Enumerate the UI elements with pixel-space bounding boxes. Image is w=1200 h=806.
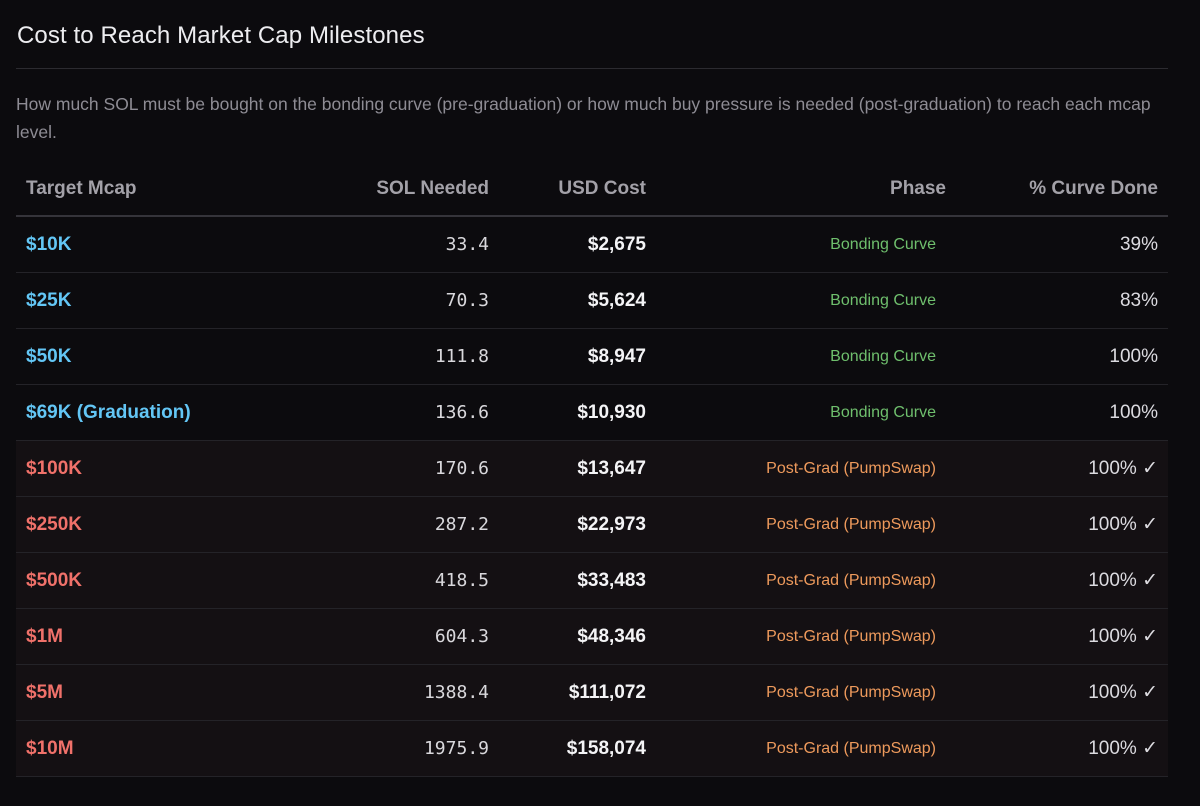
sol-needed-cell: 111.8: [306, 328, 499, 385]
curve-done-cell: 100% ✓: [956, 664, 1168, 721]
curve-done-cell: 100% ✓: [956, 720, 1168, 777]
page-description: How much SOL must be bought on the bondi…: [16, 94, 1151, 142]
sol-needed-cell: 1388.4: [306, 664, 499, 721]
phase-cell: Bonding Curve: [656, 216, 956, 273]
curve-done-cell: 83%: [956, 272, 1168, 329]
usd-cost-cell: $2,675: [499, 216, 656, 273]
curve-done-cell: 100% ✓: [956, 608, 1168, 665]
table-row: $25K 70.3 $5,624 Bonding Curve 83%: [16, 272, 1168, 329]
curve-done-cell: 39%: [956, 216, 1168, 273]
table-body: $10K 33.4 $2,675 Bonding Curve 39% $25K 70.3 $5…: [16, 216, 1168, 777]
curve-done-cell: 100% ✓: [956, 552, 1168, 609]
curve-done-cell: 100%: [956, 384, 1168, 441]
usd-cost-cell: $13,647: [499, 440, 656, 497]
sol-needed-cell: 136.6: [306, 384, 499, 441]
sol-needed-cell: 1975.9: [306, 720, 499, 777]
table-row: $10K 33.4 $2,675 Bonding Curve 39%: [16, 216, 1168, 273]
table-row: $100K 170.6 $13,647 Post-Grad (PumpSwap) 100…: [16, 440, 1168, 497]
phase-cell: Bonding Curve: [656, 272, 956, 329]
column-header-phase: Phase: [656, 163, 956, 217]
usd-cost-cell: $158,074: [499, 720, 656, 777]
target-mcap-cell: $500K: [16, 552, 306, 609]
usd-cost-cell: $111,072: [499, 664, 656, 721]
curve-done-cell: 100% ✓: [956, 496, 1168, 553]
sol-needed-cell: 33.4: [306, 216, 499, 273]
phase-cell: Bonding Curve: [656, 384, 956, 441]
usd-cost-cell: $22,973: [499, 496, 656, 553]
target-mcap-cell: $69K (Graduation): [16, 384, 306, 441]
table-row: $250K 287.2 $22,973 Post-Grad (PumpSwap) 100…: [16, 496, 1168, 553]
phase-cell: Post-Grad (PumpSwap): [656, 552, 956, 609]
header-row: Target Mcap SOL Needed USD Cost Phase % …: [16, 163, 1168, 217]
column-header-target-mcap: Target Mcap: [16, 163, 306, 217]
target-mcap-cell: $250K: [16, 496, 306, 553]
table-row: $1M 604.3 $48,346 Post-Grad (PumpSwap) 100% …: [16, 608, 1168, 665]
table-row: $69K (Graduation) 136.6 $10,930 Bonding Cur…: [16, 384, 1168, 441]
title-divider: [16, 68, 1168, 69]
usd-cost-cell: $5,624: [499, 272, 656, 329]
sol-needed-cell: 604.3: [306, 608, 499, 665]
usd-cost-cell: $33,483: [499, 552, 656, 609]
usd-cost-cell: $10,930: [499, 384, 656, 441]
sol-needed-cell: 418.5: [306, 552, 499, 609]
table-row: $50K 111.8 $8,947 Bonding Curve 100%: [16, 328, 1168, 385]
column-header-sol-needed: SOL Needed: [306, 163, 499, 217]
target-mcap-cell: $1M: [16, 608, 306, 665]
column-header-curve-done: % Curve Done: [956, 163, 1168, 217]
target-mcap-cell: $25K: [16, 272, 306, 329]
phase-cell: Bonding Curve: [656, 328, 956, 385]
column-header-usd-cost: USD Cost: [499, 163, 656, 217]
milestones-table: Target Mcap SOL Needed USD Cost Phase % …: [16, 163, 1168, 777]
table-row: $500K 418.5 $33,483 Post-Grad (PumpSwap) 100…: [16, 552, 1168, 609]
phase-cell: Post-Grad (PumpSwap): [656, 608, 956, 665]
phase-cell: Post-Grad (PumpSwap): [656, 440, 956, 497]
target-mcap-cell: $5M: [16, 664, 306, 721]
sol-needed-cell: 170.6: [306, 440, 499, 497]
phase-cell: Post-Grad (PumpSwap): [656, 720, 956, 777]
sol-needed-cell: 287.2: [306, 496, 499, 553]
table-header: Target Mcap SOL Needed USD Cost Phase % …: [16, 163, 1168, 217]
usd-cost-cell: $8,947: [499, 328, 656, 385]
table-row: $5M 1388.4 $111,072 Post-Grad (PumpSwap) 100…: [16, 664, 1168, 721]
curve-done-cell: 100% ✓: [956, 440, 1168, 497]
phase-cell: Post-Grad (PumpSwap): [656, 664, 956, 721]
curve-done-cell: 100%: [956, 328, 1168, 385]
usd-cost-cell: $48,346: [499, 608, 656, 665]
target-mcap-cell: $100K: [16, 440, 306, 497]
target-mcap-cell: $10K: [16, 216, 306, 273]
phase-cell: Post-Grad (PumpSwap): [656, 496, 956, 553]
target-mcap-cell: $50K: [16, 328, 306, 385]
target-mcap-cell: $10M: [16, 720, 306, 777]
table-row: $10M 1975.9 $158,074 Post-Grad (PumpSwap) 10…: [16, 720, 1168, 777]
sol-needed-cell: 70.3: [306, 272, 499, 329]
page-title: Cost to Reach Market Cap Milestones: [17, 22, 425, 49]
